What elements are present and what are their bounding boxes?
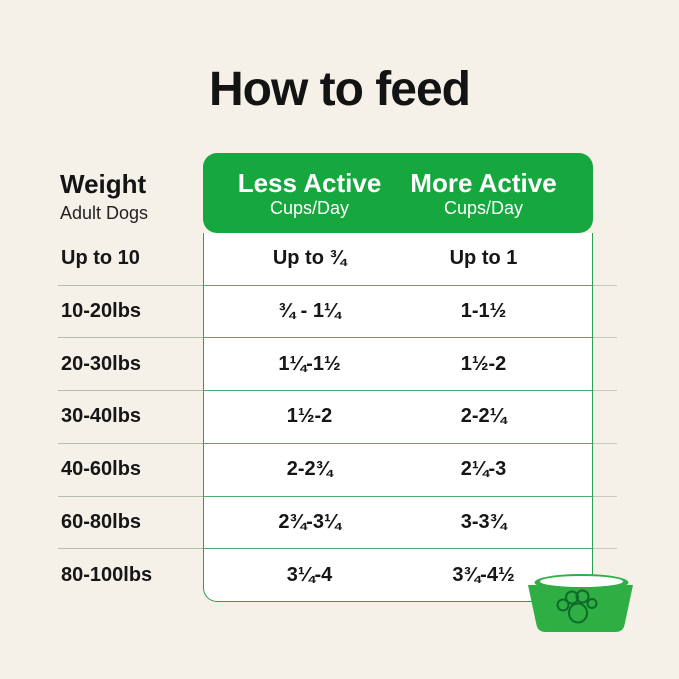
less-active-cups-cell: 2-2¾ bbox=[286, 458, 333, 481]
weight-header-title: Weight bbox=[60, 169, 147, 199]
more-active-cups-cell: 3¾-4½ bbox=[452, 564, 515, 587]
page-title: How to feed bbox=[209, 63, 471, 116]
table-row: 40-60lbs 2-2¾ 2¼-3 bbox=[58, 443, 617, 497]
less-active-cups-cell: Up to ¾ bbox=[272, 247, 347, 270]
weight-range-cell: 40-60lbs bbox=[61, 458, 142, 481]
less-active-column-header: Less Active Cups/Day bbox=[203, 153, 398, 233]
weight-range-cell: 30-40lbs bbox=[61, 405, 142, 428]
activity-columns-header: Less Active Cups/Day More Active Cups/Da… bbox=[203, 153, 593, 233]
weight-range-cell: 10-20lbs bbox=[61, 300, 142, 323]
less-active-cups-cell: ¾ - 1¼ bbox=[278, 300, 341, 323]
more-active-cups-cell: Up to 1 bbox=[449, 247, 518, 270]
more-active-cups-cell: 1-1½ bbox=[460, 300, 507, 323]
more-active-cups-cell: 1½-2 bbox=[460, 352, 507, 375]
more-active-column-header: More Active Cups/Day bbox=[398, 153, 593, 233]
more-active-cups-cell: 2-2¼ bbox=[460, 405, 507, 428]
weight-range-cell: 80-100lbs bbox=[61, 564, 153, 587]
weight-column-header: Weight Adult Dogs bbox=[60, 170, 148, 224]
less-active-cups-cell: 1¼-1½ bbox=[278, 352, 341, 375]
table-row: 10-20lbs ¾ - 1¼ 1-1½ bbox=[58, 285, 617, 339]
feeding-table: Up to 10 Up to ¾ Up to 1 10-20lbs ¾ - 1¼… bbox=[58, 233, 617, 602]
more-active-units: Cups/Day bbox=[443, 197, 524, 218]
weight-range-cell: 60-80lbs bbox=[61, 510, 142, 533]
bowl-body bbox=[528, 585, 633, 632]
weight-range-cell: Up to 10 bbox=[61, 247, 140, 270]
less-active-cups-cell: 1½-2 bbox=[286, 405, 333, 428]
table-row: 20-30lbs 1¼-1½ 1½-2 bbox=[58, 338, 617, 392]
more-active-cups-cell: 3-3¾ bbox=[460, 510, 507, 533]
dog-bowl-icon bbox=[528, 574, 633, 632]
less-active-cups-cell: 2¾-3¼ bbox=[278, 510, 341, 533]
table-row: 60-80lbs 2¾-3¼ 3-3¾ bbox=[58, 496, 617, 550]
less-active-cups-cell: 3¼-4 bbox=[286, 564, 333, 587]
table-row: 80-100lbs 3¼-4 3¾-4½ bbox=[58, 549, 617, 602]
bowl-opening bbox=[540, 576, 623, 587]
less-active-label: Less Active bbox=[237, 167, 382, 198]
more-active-label: More Active bbox=[410, 167, 557, 198]
table-row: 30-40lbs 1½-2 2-2¼ bbox=[58, 391, 617, 444]
table-row: Up to 10 Up to ¾ Up to 1 bbox=[58, 233, 617, 286]
weight-header-subtitle: Adult Dogs bbox=[60, 202, 149, 223]
weight-range-cell: 20-30lbs bbox=[61, 352, 142, 375]
paw-print-icon bbox=[556, 589, 598, 624]
less-active-units: Cups/Day bbox=[269, 197, 350, 218]
more-active-cups-cell: 2¼-3 bbox=[460, 458, 507, 481]
